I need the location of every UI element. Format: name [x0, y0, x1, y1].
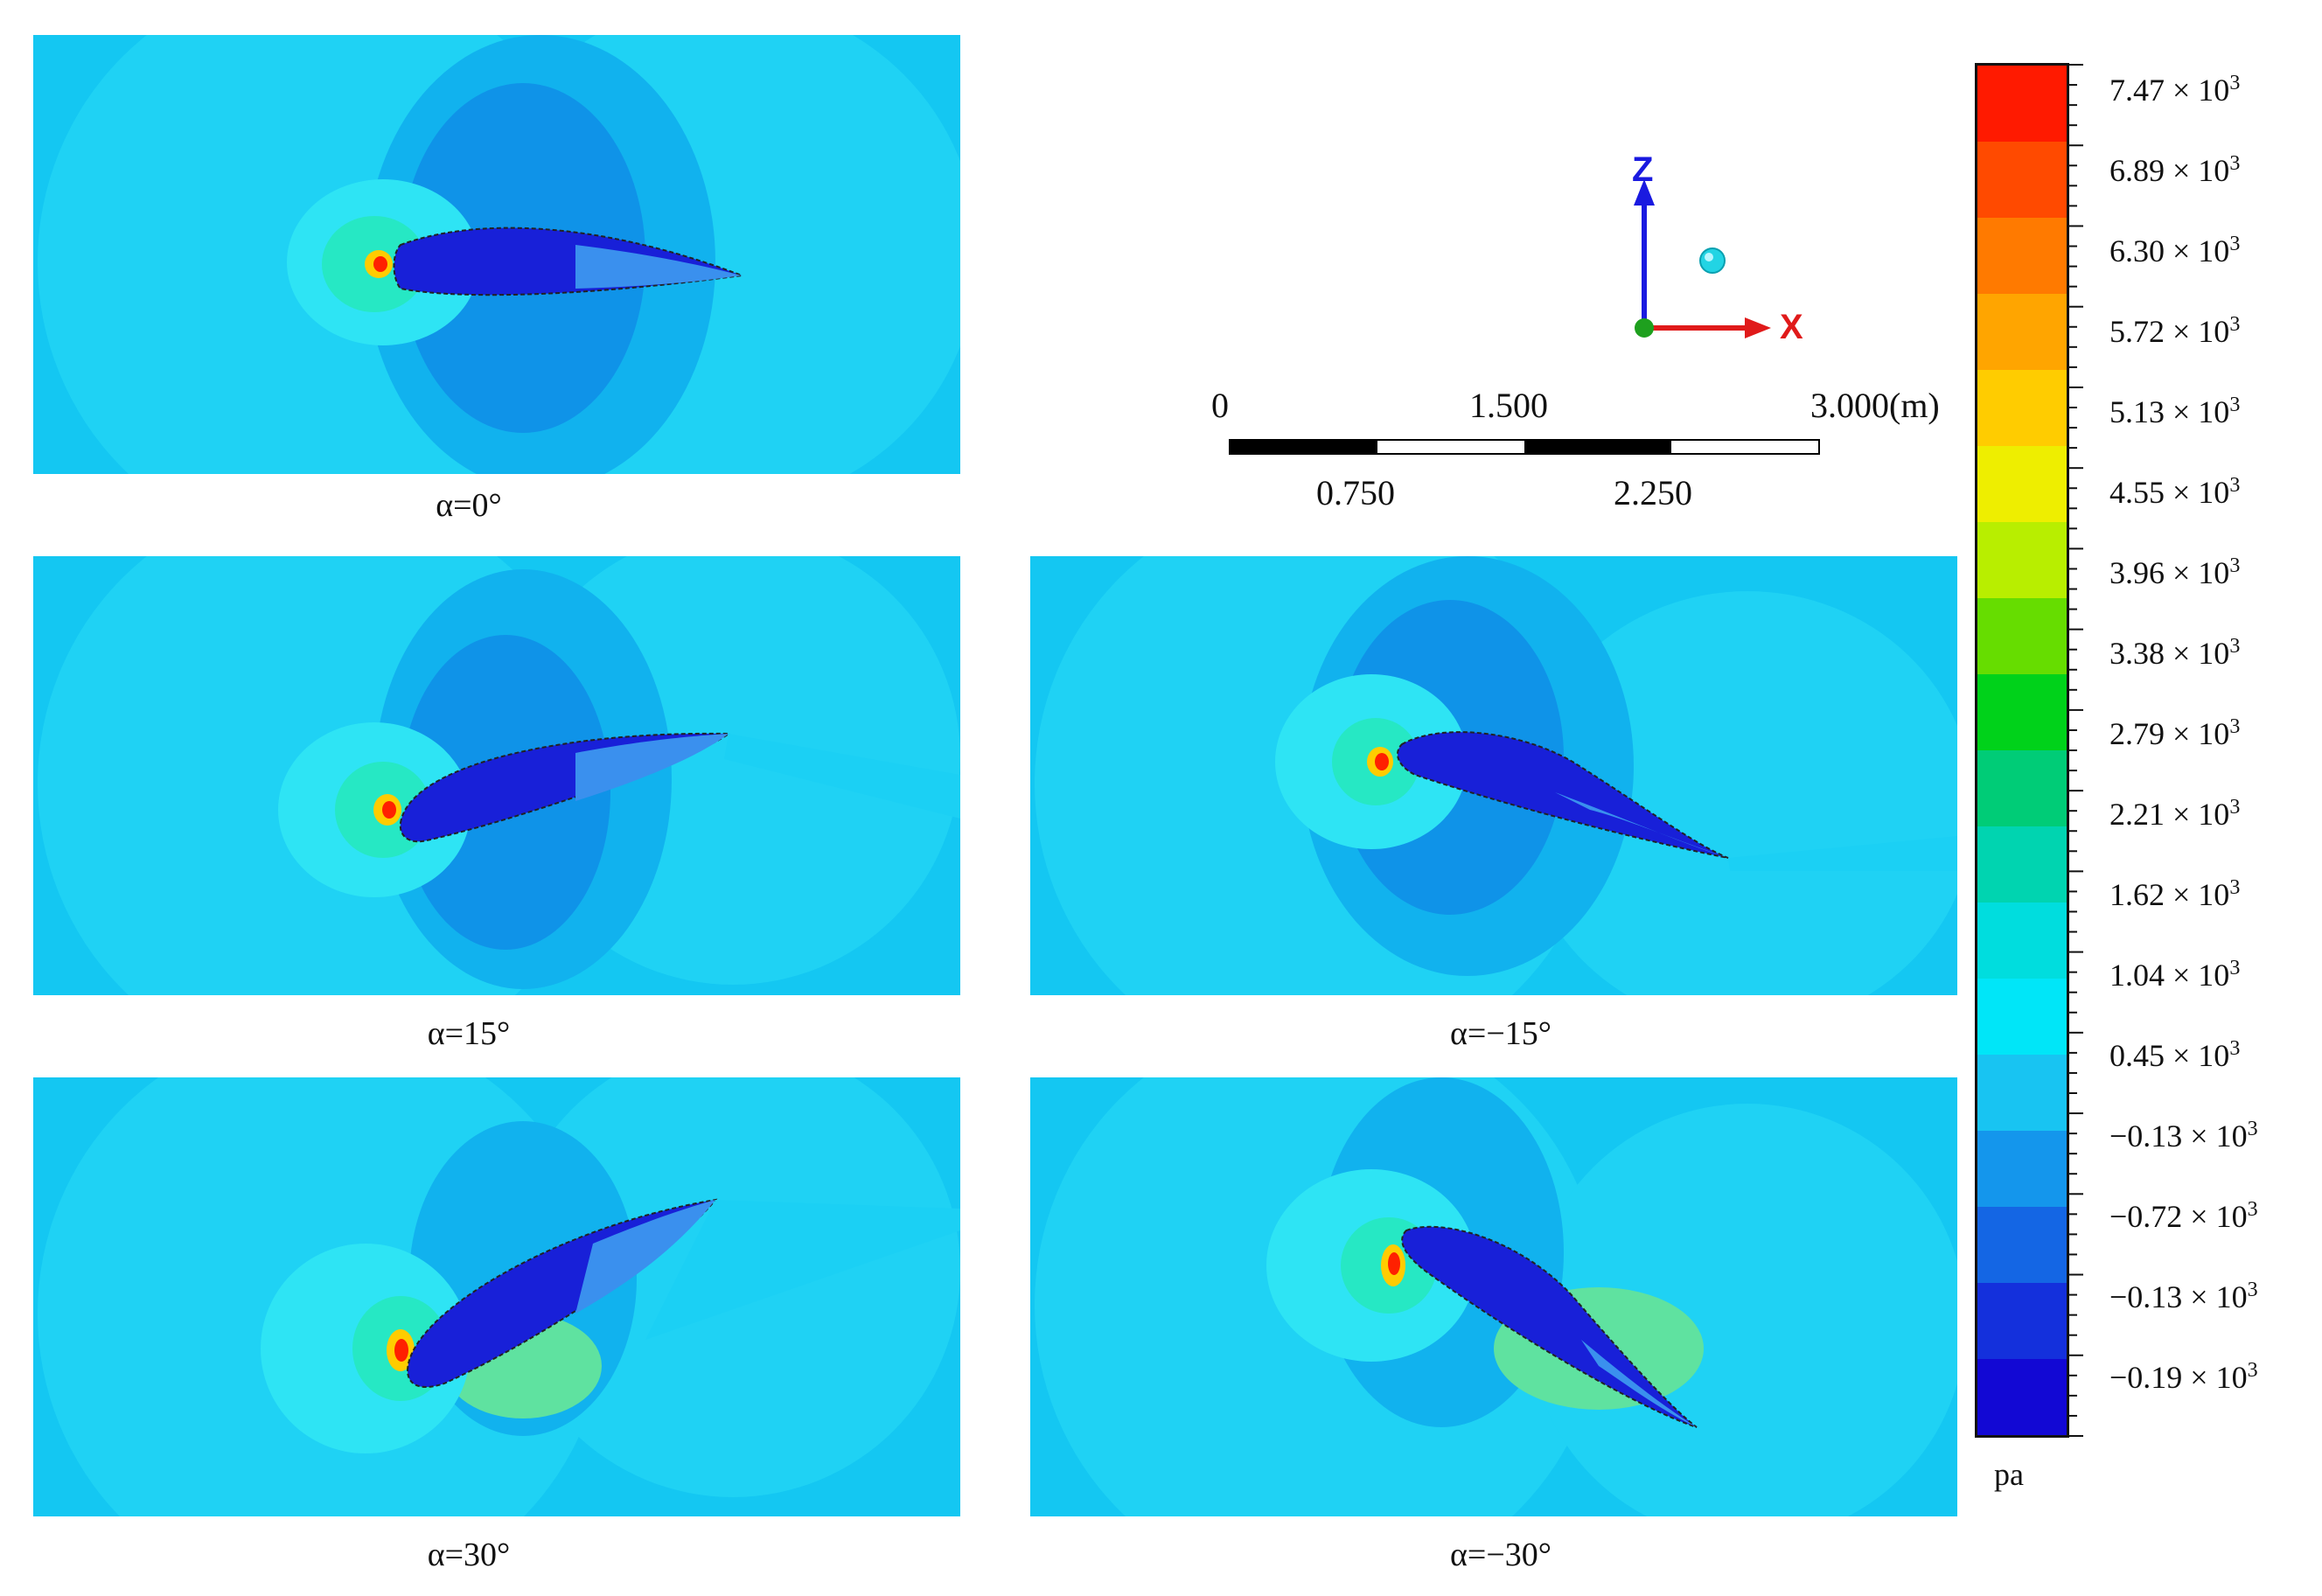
- legend-label: 2.79 × 103: [2109, 715, 2241, 751]
- legend-color-band: [1977, 903, 2067, 979]
- legend-color-band: [1977, 1207, 2067, 1283]
- legend-label: 4.55 × 103: [2109, 474, 2241, 510]
- legend-color-band: [1977, 142, 2067, 218]
- axis-triad: [1609, 149, 1784, 350]
- legend-unit: pa: [1994, 1457, 2024, 1492]
- legend-label: 5.72 × 103: [2109, 313, 2241, 349]
- scale-label-2250: 2.250: [1614, 473, 1692, 512]
- contour-panel-alpha-15: [33, 556, 960, 995]
- scale-label-1500: 1.500: [1469, 386, 1548, 425]
- contour-panel-alpha-neg-30: [1030, 1077, 1957, 1516]
- legend-label: 1.62 × 103: [2109, 876, 2241, 912]
- legend-tick-marks: [2069, 64, 2083, 1437]
- axis-z-label: Z: [1632, 150, 1654, 189]
- legend-color-band: [1977, 674, 2067, 750]
- legend-label: −0.13 × 103: [2109, 1118, 2258, 1153]
- legend-label: 6.30 × 103: [2109, 233, 2241, 268]
- scale-bar: [1229, 439, 1820, 455]
- legend-color-band: [1977, 218, 2067, 294]
- legend-color-band: [1977, 522, 2067, 598]
- legend-color-band: [1977, 370, 2067, 446]
- axis-triad-icon: [1634, 179, 1771, 338]
- scale-label-0750: 0.750: [1316, 473, 1395, 512]
- legend-color-band: [1977, 598, 2067, 674]
- legend-color-band: [1977, 446, 2067, 522]
- legend-label: 6.89 × 103: [2109, 152, 2241, 188]
- legend-label: −0.13 × 103: [2109, 1279, 2258, 1314]
- legend-color-band: [1977, 750, 2067, 826]
- legend-color-band: [1977, 1055, 2067, 1131]
- legend-label: 5.13 × 103: [2109, 394, 2241, 429]
- legend-color-band: [1977, 294, 2067, 370]
- legend-color-band: [1977, 1359, 2067, 1435]
- legend-label: 2.21 × 103: [2109, 796, 2241, 832]
- color-legend-bar: [1975, 63, 2069, 1438]
- caption-alpha-neg-15: α=−15°: [1450, 1015, 1551, 1052]
- caption-alpha-30: α=30°: [427, 1537, 511, 1573]
- caption-alpha-15: α=15°: [427, 1015, 511, 1052]
- legend-label: 3.38 × 103: [2109, 635, 2241, 671]
- contour-panel-alpha-0: [33, 35, 960, 474]
- caption-alpha-0: α=0°: [436, 487, 502, 524]
- legend-label: −0.19 × 103: [2109, 1359, 2258, 1395]
- legend-label: 1.04 × 103: [2109, 957, 2241, 993]
- contour-panel-alpha-neg-15: [1030, 556, 1957, 995]
- legend-label: 0.45 × 103: [2109, 1037, 2241, 1073]
- legend-color-band: [1977, 826, 2067, 903]
- legend-label: 3.96 × 103: [2109, 554, 2241, 590]
- legend-color-band: [1977, 1131, 2067, 1207]
- legend-color-band: [1977, 979, 2067, 1055]
- contour-panel-alpha-30: [33, 1077, 960, 1516]
- axis-x-label: X: [1780, 308, 1803, 346]
- caption-alpha-neg-30: α=−30°: [1450, 1537, 1551, 1573]
- legend-color-band: [1977, 66, 2067, 142]
- legend-label: −0.72 × 103: [2109, 1198, 2258, 1234]
- legend-color-band: [1977, 1283, 2067, 1359]
- scale-label-0: 0: [1211, 386, 1229, 425]
- legend-label: 7.47 × 103: [2109, 72, 2241, 108]
- scale-label-3000: 3.000(m): [1810, 386, 1940, 425]
